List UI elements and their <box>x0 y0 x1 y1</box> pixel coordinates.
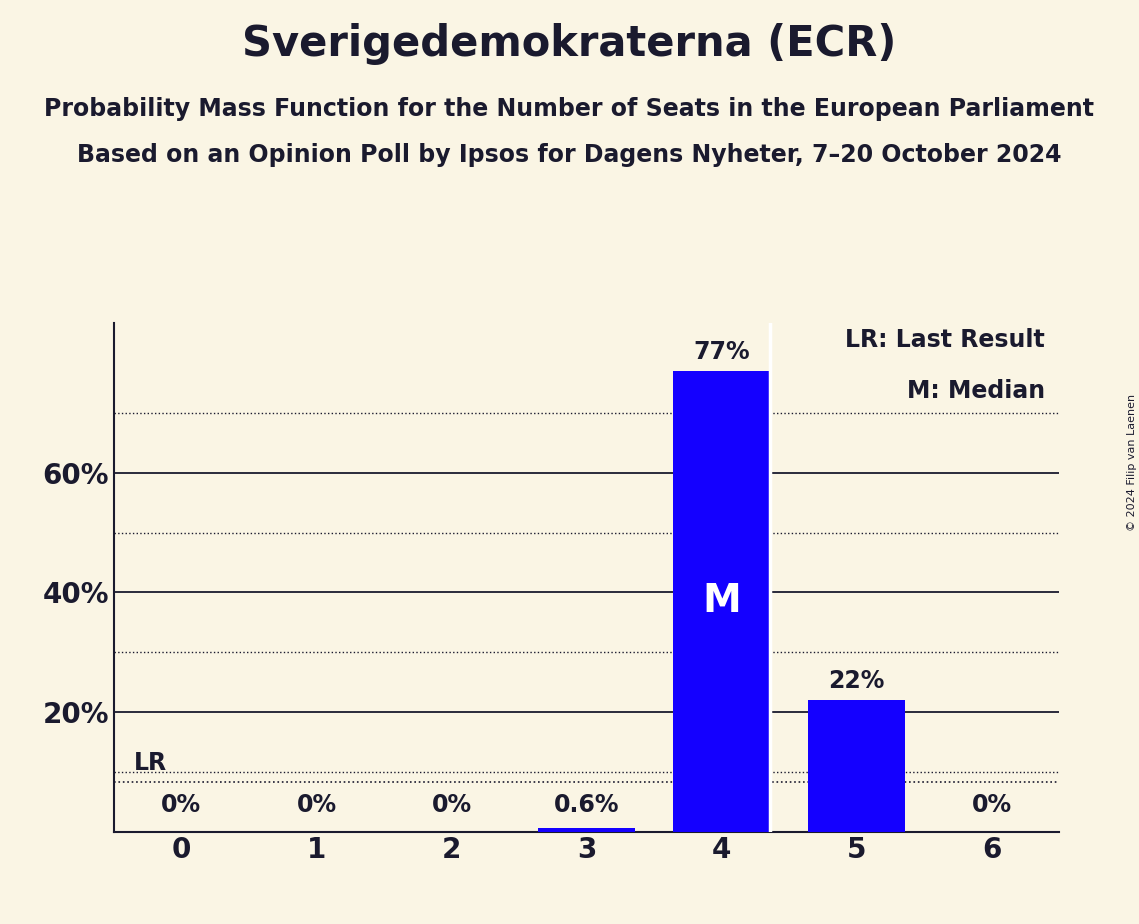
Text: 22%: 22% <box>828 669 885 693</box>
Text: 0%: 0% <box>432 793 472 817</box>
Text: 0%: 0% <box>162 793 202 817</box>
Text: 0%: 0% <box>972 793 1011 817</box>
Text: M: Median: M: Median <box>907 379 1046 403</box>
Text: © 2024 Filip van Laenen: © 2024 Filip van Laenen <box>1126 394 1137 530</box>
Text: Probability Mass Function for the Number of Seats in the European Parliament: Probability Mass Function for the Number… <box>44 97 1095 121</box>
Bar <box>673 371 770 832</box>
Text: LR: Last Result: LR: Last Result <box>845 328 1046 352</box>
Text: LR: LR <box>134 751 167 775</box>
Text: 77%: 77% <box>694 340 749 364</box>
Bar <box>538 828 636 832</box>
Text: Based on an Opinion Poll by Ipsos for Dagens Nyheter, 7–20 October 2024: Based on an Opinion Poll by Ipsos for Da… <box>77 143 1062 167</box>
Text: M: M <box>703 582 741 620</box>
Text: 0%: 0% <box>296 793 336 817</box>
Bar <box>808 700 906 832</box>
Text: 0.6%: 0.6% <box>554 793 620 817</box>
Text: Sverigedemokraterna (ECR): Sverigedemokraterna (ECR) <box>243 23 896 65</box>
